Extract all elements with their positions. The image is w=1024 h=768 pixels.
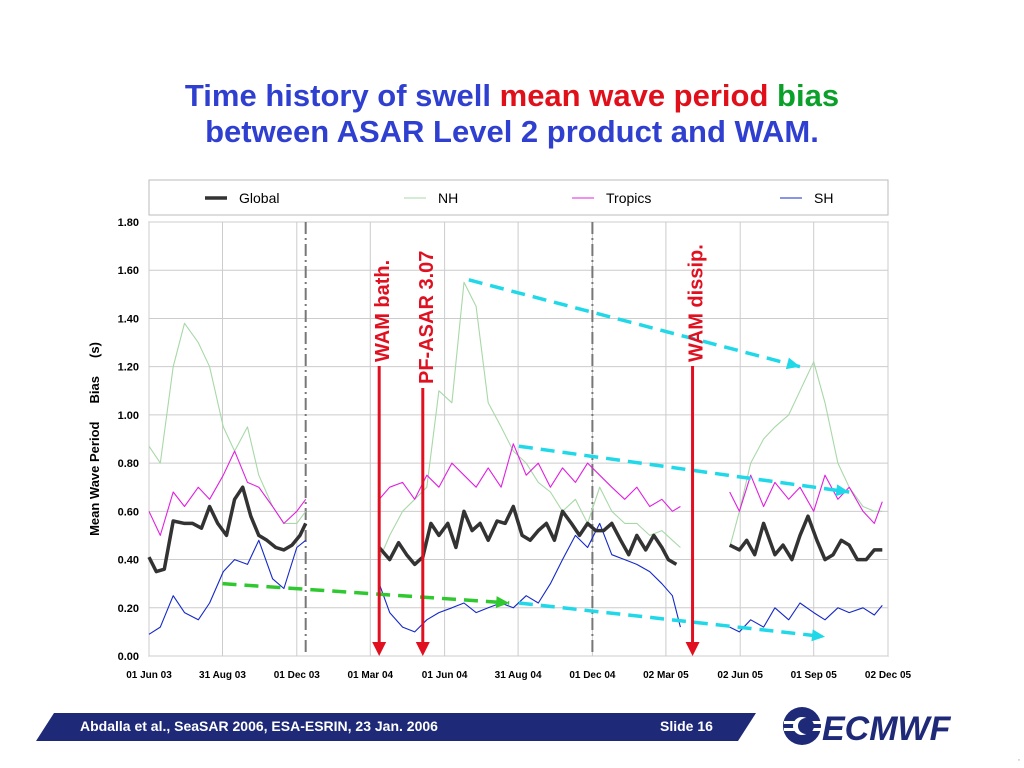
trend-arrow-head	[811, 629, 826, 642]
y-tick-label: 0.20	[118, 603, 139, 615]
title-line-2: between ASAR Level 2 product and WAM.	[205, 114, 819, 149]
trend-arrow-line	[468, 278, 801, 369]
trend-arrow-line	[222, 581, 510, 605]
legend-label-sh: SH	[814, 190, 833, 206]
y-tick-label: 0.00	[118, 651, 139, 663]
trend-arrow-head	[835, 484, 850, 497]
legend-label-tropics: Tropics	[606, 190, 651, 206]
footer-bar	[36, 713, 756, 741]
x-tick-label: 01 Dec 04	[569, 670, 616, 681]
x-tick-label: 01 Jun 04	[422, 670, 468, 681]
slide-title: Time history of swell mean wave period b…	[0, 78, 1024, 150]
title-part-2: mean wave period	[499, 78, 769, 113]
x-tick-label: 01 Mar 04	[347, 670, 393, 681]
trend-arrow-line	[518, 444, 850, 494]
y-tick-label: 1.60	[118, 265, 139, 277]
chart: Global NH Tropics SH 0.00 0.20 0.40 0.60 0.80 1.…	[87, 179, 912, 681]
x-tick-label: 31 Aug 03	[199, 670, 246, 681]
x-tick-label: 01 Dec 03	[274, 670, 321, 681]
x-tick-label: 31 Aug 04	[495, 670, 542, 681]
y-tick-label: 1.40	[118, 313, 139, 325]
y-tick-label: 0.60	[118, 506, 139, 518]
series-line-sh	[148, 522, 883, 635]
annotation-label: WAM bath.	[372, 260, 394, 362]
trend-arrow-line	[518, 601, 826, 639]
trend-arrow-head	[495, 596, 510, 609]
plot-area: 0.00 0.20 0.40 0.60 0.80 1.00 1.20 1.40 1.60 1.80…	[87, 217, 912, 681]
y-tick-label: 1.00	[118, 410, 139, 422]
y-tick-label: 0.40	[118, 555, 139, 567]
x-tick-label: 02 Jun 05	[717, 670, 763, 681]
ecmwf-logo-text: ECMWF	[822, 710, 952, 748]
legend-label-nh: NH	[438, 190, 458, 206]
annotation-arrow-head	[372, 642, 387, 656]
x-tick-label: 01 Sep 05	[791, 670, 838, 681]
y-tick-label: 1.80	[118, 217, 139, 229]
annotation-arrow-head	[415, 642, 430, 656]
footer-citation: Abdalla et al., SeaSAR 2006, ESA-ESRIN, …	[80, 718, 438, 734]
corner-mark: ◦	[1017, 757, 1020, 764]
annotation-arrow-head	[685, 642, 700, 656]
title-part-3: bias	[777, 78, 840, 113]
x-tick-label: 02 Mar 05	[643, 670, 689, 681]
ecmwf-logo: ECMWF	[783, 707, 952, 748]
legend-box	[148, 179, 889, 216]
y-tick-label: 0.80	[118, 458, 139, 470]
legend: Global NH Tropics SH	[148, 179, 889, 216]
x-tick-label: 02 Dec 05	[865, 670, 912, 681]
y-axis-label: Mean Wave Period Bias (s)	[87, 342, 102, 536]
trend-arrow-head	[785, 357, 800, 370]
legend-label-global: Global	[239, 190, 279, 206]
y-tick-label: 1.20	[118, 362, 139, 374]
title-part-1: Time history of swell	[184, 78, 491, 113]
annotation-label: WAM dissip.	[686, 244, 708, 362]
annotation-label: PF-ASAR 3.07	[416, 251, 438, 384]
series-line-tropics	[148, 443, 883, 536]
series-line-global	[147, 485, 883, 574]
title-line-1: Time history of swell mean wave period b…	[0, 78, 1024, 114]
x-tick-label: 01 Jun 03	[126, 670, 172, 681]
ecmwf-logo-mark	[783, 707, 824, 745]
footer-slide-number: Slide 16	[660, 718, 713, 734]
